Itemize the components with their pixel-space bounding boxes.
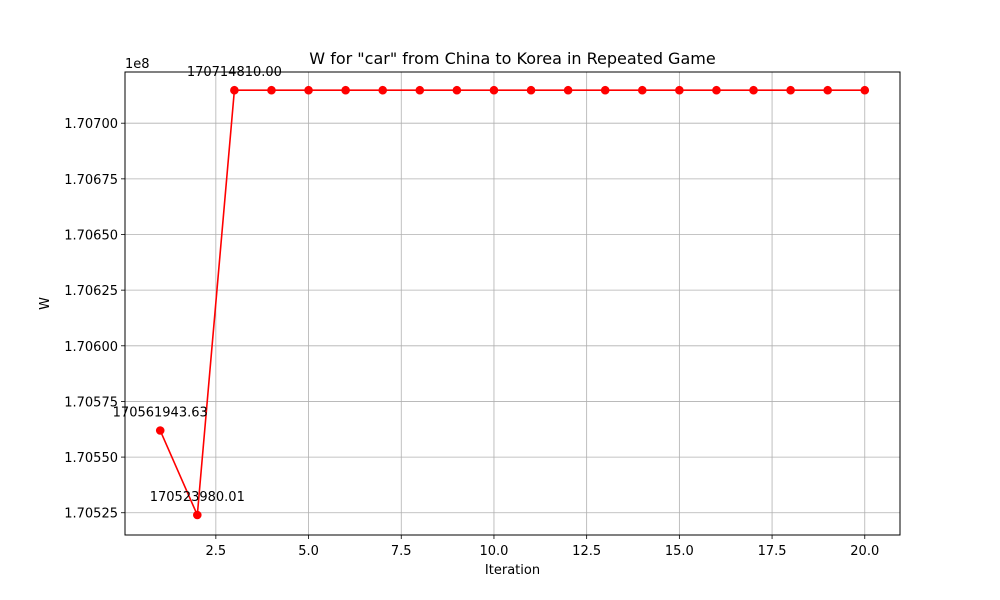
x-tick-label: 20.0 xyxy=(850,544,879,559)
x-tick-label: 15.0 xyxy=(665,544,694,559)
data-point xyxy=(860,85,870,95)
y-tick-label: 1.70525 xyxy=(64,507,118,522)
data-point xyxy=(786,85,795,95)
data-point xyxy=(304,85,313,95)
plot-frame xyxy=(124,71,901,536)
y-tick-label: 1.70650 xyxy=(64,228,118,243)
data-point xyxy=(600,85,610,95)
x-tick-label: 17.5 xyxy=(758,544,787,559)
data-point xyxy=(637,85,647,95)
x-axis-ticks: 2.5 5.0 7.5 10.0 12.5 15.0 17.5 20.0 xyxy=(206,535,879,559)
x-tick-label: 7.5 xyxy=(391,544,412,559)
data-point xyxy=(489,85,499,95)
y-tick-label: 1.70600 xyxy=(64,340,118,355)
chart-title: W for "car" from China to Korea in Repea… xyxy=(309,49,715,68)
data-point xyxy=(452,85,462,95)
data-point xyxy=(712,85,721,95)
data-annotations: 170561943.63 170523980.01 170714810.00 xyxy=(113,65,282,505)
data-point xyxy=(193,510,202,520)
y-axis-label: W xyxy=(38,297,53,310)
data-point xyxy=(749,85,758,95)
data-label: 170714810.00 xyxy=(187,65,282,80)
data-point xyxy=(415,85,425,95)
x-tick-label: 2.5 xyxy=(206,544,227,559)
data-point xyxy=(267,85,276,95)
data-point xyxy=(155,426,165,435)
data-label: 170523980.01 xyxy=(150,490,245,505)
data-point xyxy=(675,85,684,95)
y-tick-label: 1.70700 xyxy=(64,117,118,132)
data-point xyxy=(526,85,536,95)
y-axis-ticks: 1.70525 1.70550 1.70575 1.70600 1.70625 1.706… xyxy=(64,117,125,522)
data-point xyxy=(230,85,239,95)
y-axis-offset-label: 1e8 xyxy=(125,57,150,72)
data-point xyxy=(823,85,832,95)
x-axis-label: Iteration xyxy=(485,563,540,578)
x-tick-label: 5.0 xyxy=(298,544,319,559)
x-tick-label: 12.5 xyxy=(572,544,601,559)
y-tick-label: 1.70550 xyxy=(64,451,118,466)
data-series xyxy=(155,85,870,520)
y-tick-label: 1.70625 xyxy=(64,284,118,299)
data-point xyxy=(563,85,573,95)
data-point xyxy=(378,85,388,95)
series-line xyxy=(159,89,865,516)
x-tick-label: 10.0 xyxy=(479,544,508,559)
data-label: 170561943.63 xyxy=(113,406,208,421)
y-tick-label: 1.70675 xyxy=(64,173,118,188)
grid-lines xyxy=(125,72,900,535)
y-tick-label: 1.70575 xyxy=(64,395,118,410)
data-point xyxy=(341,85,350,95)
